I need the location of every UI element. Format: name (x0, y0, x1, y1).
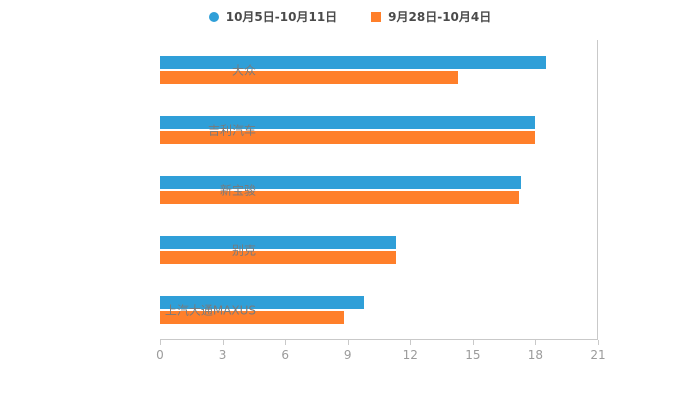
x-axis-tick-label: 6 (281, 348, 289, 362)
legend-item-week1[interactable]: 9月28日-10月4日 (371, 8, 491, 25)
x-axis-tick-label: 9 (343, 348, 352, 362)
x-axis-tick (160, 340, 161, 345)
x-axis-tick-label: 0 (156, 348, 164, 362)
x-axis-tick-label: 3 (218, 348, 227, 362)
x-axis-tick (285, 340, 287, 345)
bar-orange (160, 191, 519, 204)
category-label: 上汽大通MAXUS (164, 303, 256, 318)
legend-square-marker-icon (371, 11, 382, 22)
plot-area (160, 40, 598, 340)
x-axis-tick-label: 21 (590, 348, 606, 362)
category-label: 吉利汽车 (207, 123, 256, 138)
bar-orange (160, 71, 459, 84)
bar-orange (160, 131, 536, 144)
legend-item-label: 9月28日-10月4日 (388, 10, 492, 24)
legend-circle-marker-icon (208, 11, 219, 22)
bar-orange (160, 311, 344, 324)
x-axis-tick (222, 340, 224, 345)
x-axis-tick-label: 18 (527, 348, 544, 362)
bar-blue (160, 56, 546, 69)
x-axis-tick (347, 340, 349, 345)
bar-blue (160, 176, 521, 189)
x-axis-tick (410, 340, 412, 345)
bar-orange (160, 251, 396, 264)
category-label: 别克 (231, 243, 256, 258)
bar-blue (160, 236, 396, 249)
x-axis-tick-label: 15 (465, 348, 481, 362)
x-axis-tick-label: 12 (402, 348, 418, 362)
bar-blue (160, 116, 536, 129)
bar-blue (160, 296, 365, 309)
legend-item-label: 10月5日-10月11日 (225, 10, 338, 24)
x-axis-tick (472, 340, 474, 345)
legend: 10月5日-10月11日 9月28日-10月4日 (0, 8, 700, 25)
category-label: 大众 (231, 63, 256, 78)
x-axis-tick (535, 340, 537, 345)
legend-item-week2[interactable]: 10月5日-10月11日 (208, 8, 338, 25)
x-axis-tick (598, 340, 599, 345)
category-label: 新宝骏 (219, 183, 256, 198)
